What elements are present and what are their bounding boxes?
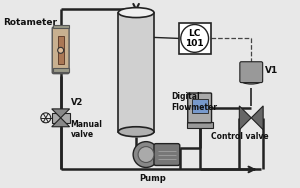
- Text: LC
101: LC 101: [185, 29, 204, 48]
- Polygon shape: [251, 106, 263, 130]
- Text: Rotameter: Rotameter: [3, 18, 57, 27]
- Circle shape: [58, 47, 64, 53]
- Text: Digital
Flowmeter: Digital Flowmeter: [171, 92, 217, 112]
- Circle shape: [138, 147, 154, 162]
- FancyBboxPatch shape: [192, 99, 208, 113]
- Text: Manual
valve: Manual valve: [70, 120, 103, 139]
- FancyBboxPatch shape: [188, 93, 212, 123]
- Ellipse shape: [118, 8, 154, 17]
- FancyBboxPatch shape: [52, 113, 70, 123]
- FancyBboxPatch shape: [53, 68, 69, 72]
- FancyBboxPatch shape: [179, 23, 211, 54]
- Text: V1: V1: [265, 66, 278, 75]
- FancyBboxPatch shape: [154, 144, 180, 165]
- Polygon shape: [52, 118, 70, 127]
- Ellipse shape: [118, 127, 154, 137]
- FancyBboxPatch shape: [58, 36, 64, 64]
- Text: Control valve: Control valve: [211, 132, 268, 141]
- FancyBboxPatch shape: [53, 24, 69, 29]
- FancyBboxPatch shape: [240, 62, 263, 83]
- Text: Pump: Pump: [140, 174, 166, 183]
- Polygon shape: [239, 106, 251, 130]
- Ellipse shape: [240, 76, 262, 84]
- FancyBboxPatch shape: [52, 27, 69, 74]
- FancyBboxPatch shape: [118, 13, 154, 132]
- Text: V2: V2: [70, 98, 83, 107]
- Circle shape: [133, 142, 159, 168]
- FancyBboxPatch shape: [187, 122, 212, 128]
- Polygon shape: [52, 109, 70, 118]
- Circle shape: [181, 24, 208, 52]
